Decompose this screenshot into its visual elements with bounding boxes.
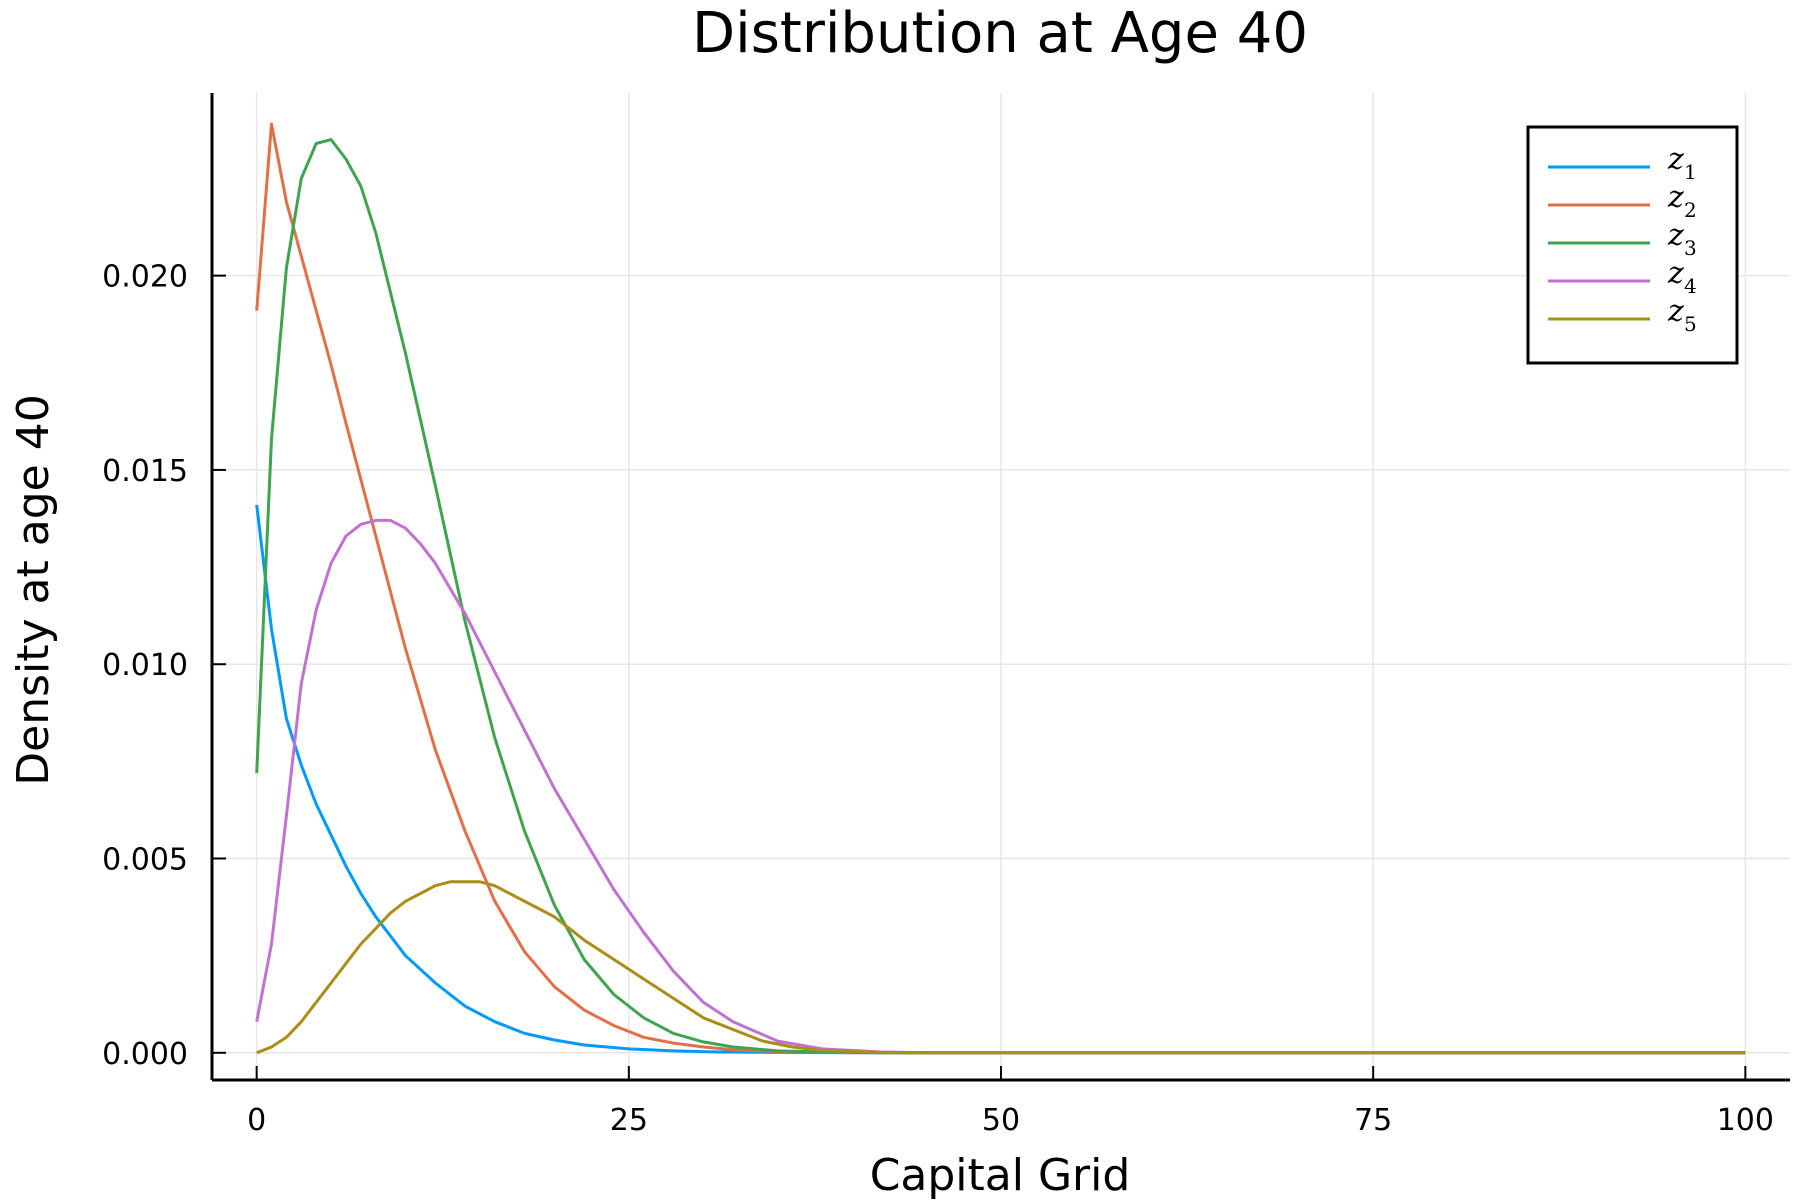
legend-subscript-z1: 1 [1684,160,1697,184]
legend-label-z1: z [1667,142,1684,177]
chart-title: Distribution at Age 40 [692,1,1308,66]
y-tick-label: 0.015 [102,454,188,489]
legend-box [1526,125,1739,365]
axes [210,93,1790,1082]
legend-subscript-z2: 2 [1684,198,1697,222]
x-tick-label: 75 [1354,1103,1392,1138]
tick-labels: 0 25 50 75 100 0.000 0.005 0.010 0.015 0.020 [102,260,1774,1138]
x-tick-label: 25 [610,1103,648,1138]
legend-label-z2: z [1667,180,1684,215]
x-tick-label: 100 [1717,1103,1774,1138]
y-tick-label: 0.005 [102,843,188,878]
legend-subscript-z5: 5 [1684,312,1697,336]
legend-label-z3: z [1667,218,1684,253]
y-tick-label: 0.000 [102,1037,188,1072]
series-line-z5 [256,880,1746,1055]
legend-label-z5: z [1667,294,1684,329]
x-tick-label: 50 [982,1103,1020,1138]
y-tick-label: 0.020 [102,260,188,295]
y-tick-label: 0.010 [102,648,188,683]
series-lines [255,122,1746,1055]
x-tick-label: 0 [247,1103,266,1138]
legend-subscript-z3: 3 [1684,236,1697,260]
legend-label-z4: z [1667,256,1684,291]
x-axis-title: Capital Grid [870,1150,1131,1200]
legend: z 1z 2z 3z 4z 5 [1526,125,1739,365]
legend-subscript-z4: 4 [1684,274,1697,298]
y-axis-title: Density at age 40 [8,394,59,785]
